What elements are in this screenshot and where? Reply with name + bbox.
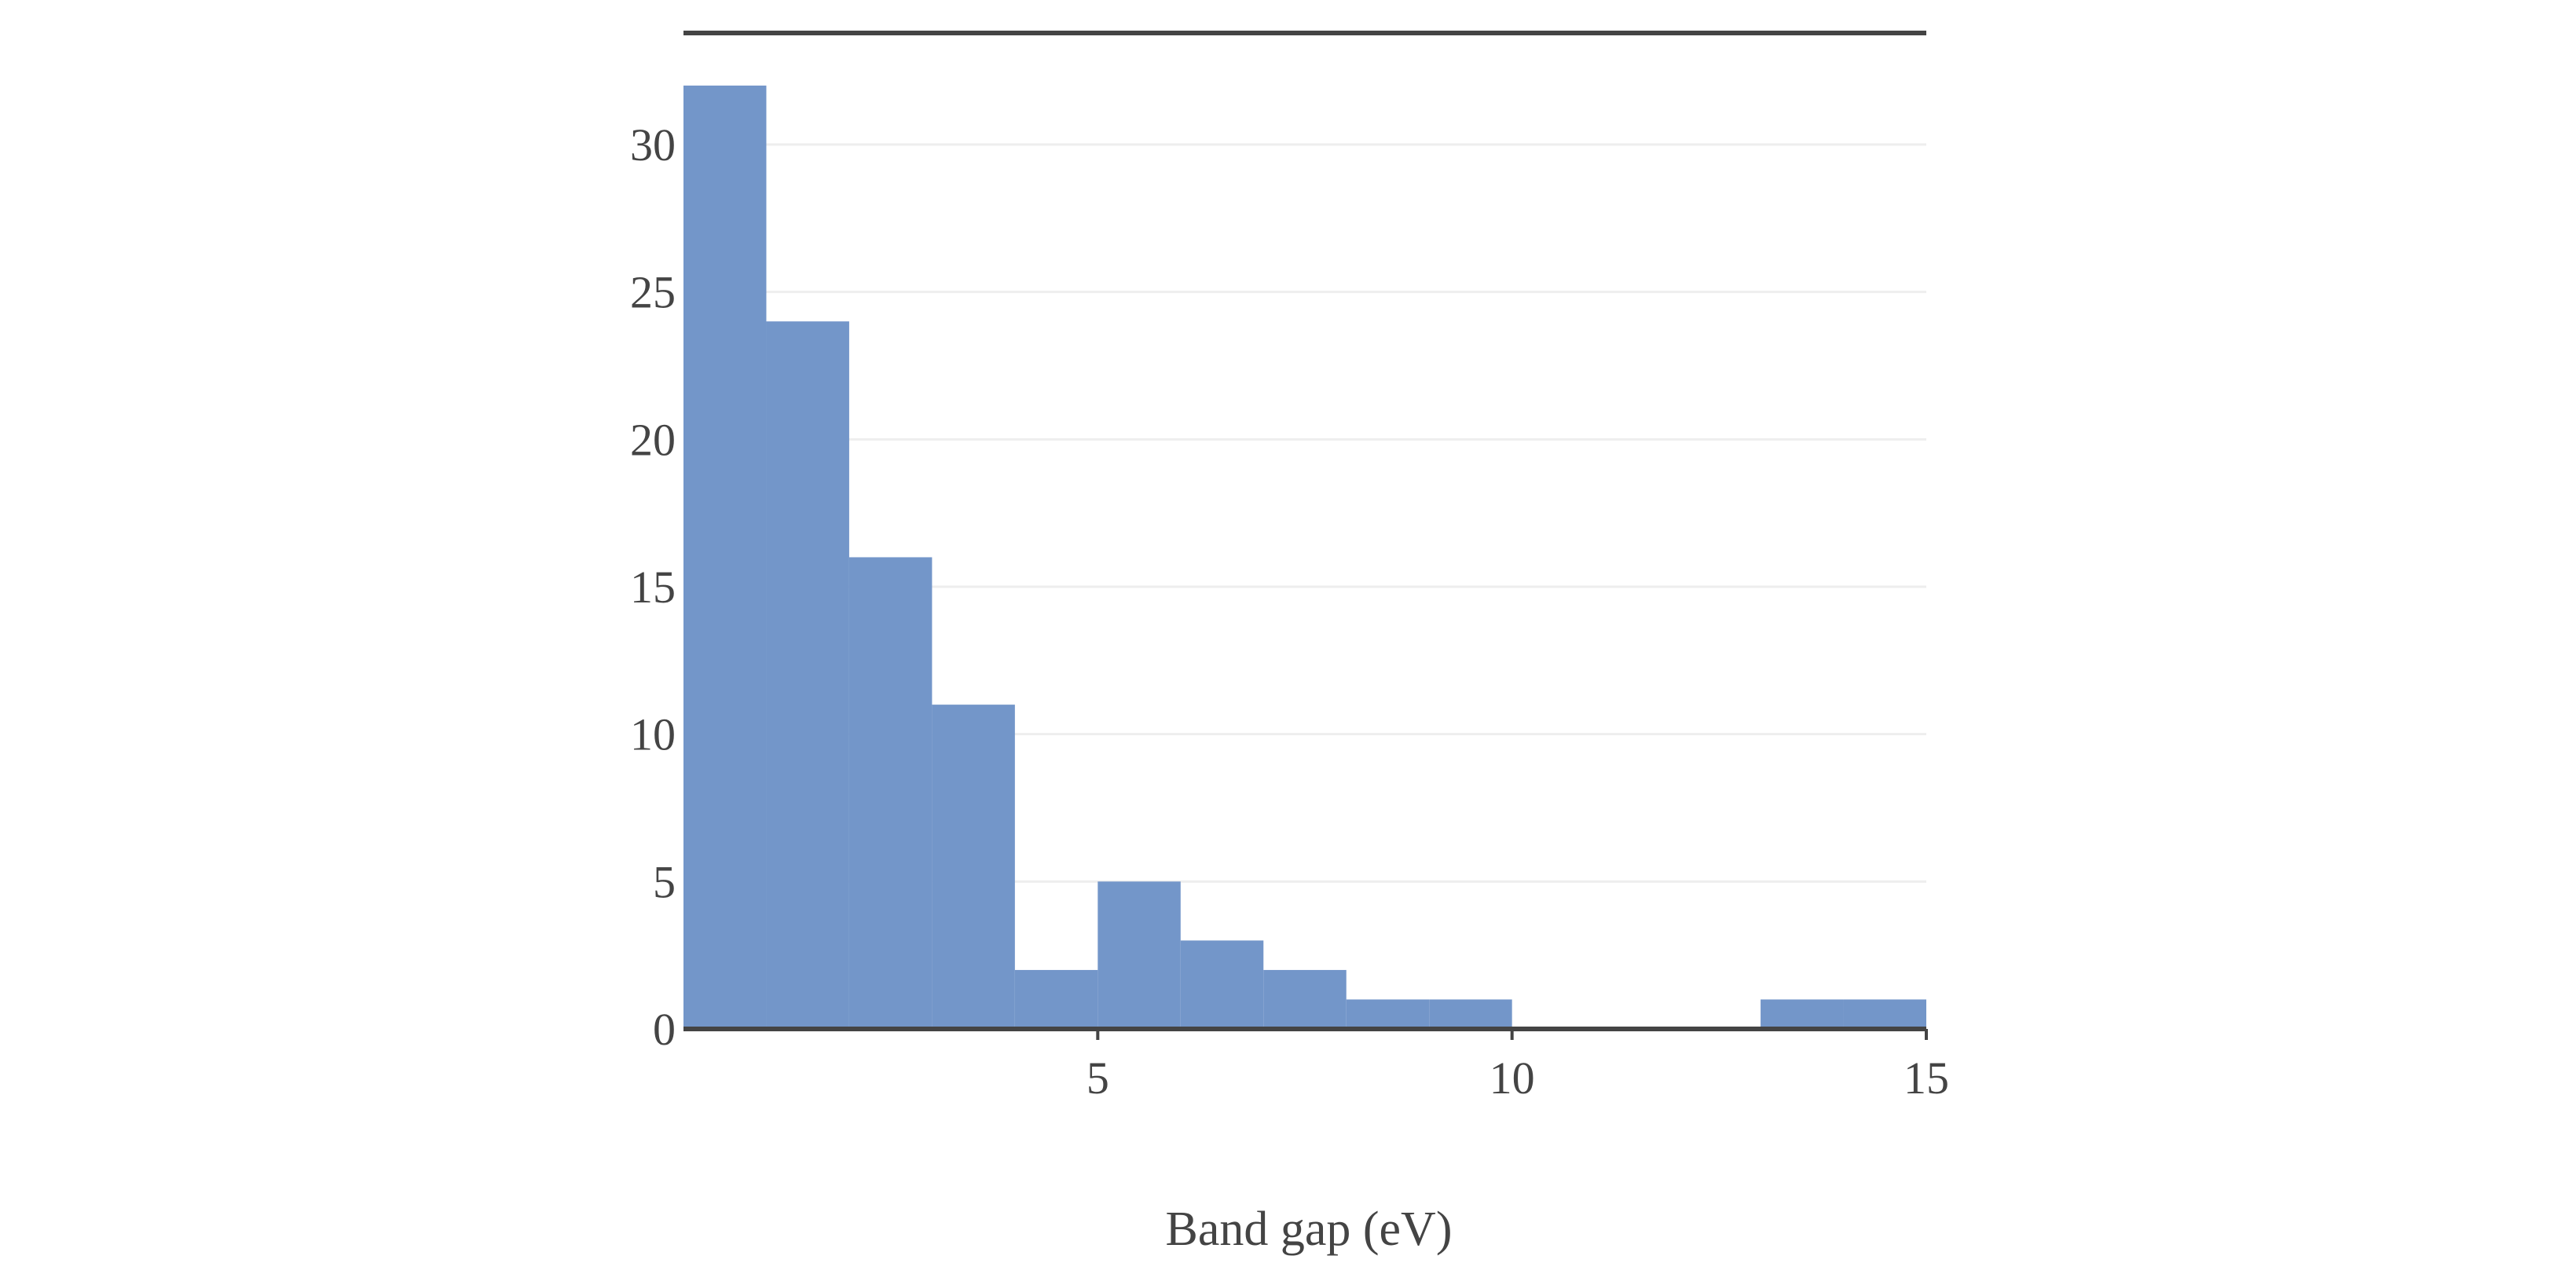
histogram-bar-13 [1761, 999, 1844, 1029]
y-tick-label-0: 0 [653, 1004, 676, 1055]
bars-layer [683, 85, 1926, 1029]
histogram-bar-2 [848, 557, 933, 1029]
histogram-bar-14 [1843, 999, 1926, 1029]
histogram-bar-0 [683, 85, 767, 1029]
histogram-bar-5 [1097, 881, 1181, 1029]
histogram-bar-4 [1014, 969, 1098, 1029]
y-tick-label-15: 15 [630, 562, 676, 613]
y-tick-label-30: 30 [630, 119, 676, 170]
x-tick-label-5: 5 [1086, 1052, 1109, 1104]
histogram-bar-9 [1429, 999, 1512, 1029]
histogram-bar-3 [932, 705, 1015, 1029]
histogram-bar-7 [1263, 969, 1347, 1029]
x-tick-label-10: 10 [1490, 1052, 1535, 1104]
y-tick-label-5: 5 [653, 856, 676, 907]
histogram-bar-6 [1180, 940, 1264, 1029]
axes-layer [683, 31, 1926, 1031]
y-tick-label-25: 25 [630, 267, 676, 318]
ticks-layer: 0 5 10 15 20 25 30 5 10 15 [630, 119, 1949, 1104]
histogram-bar-1 [766, 321, 849, 1029]
y-tick-label-20: 20 [630, 414, 676, 465]
y-tick-label-10: 10 [630, 709, 676, 760]
x-tick-label-15: 15 [1904, 1052, 1949, 1104]
histogram-bar-8 [1346, 999, 1430, 1029]
x-axis-title: Band gap (eV) [1166, 1203, 1453, 1256]
